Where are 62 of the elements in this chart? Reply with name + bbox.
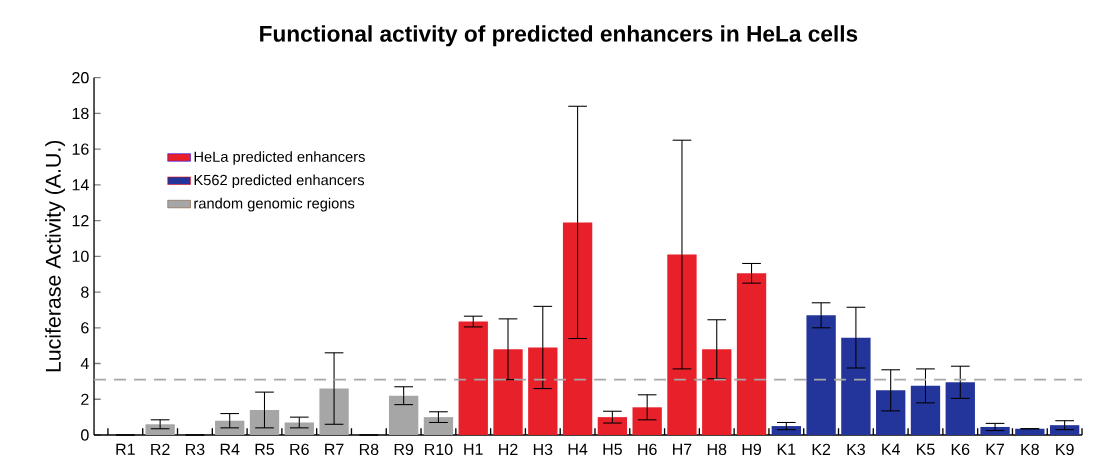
- bar: [493, 349, 523, 435]
- bar: [528, 347, 558, 435]
- x-tick-label: R9: [394, 443, 414, 456]
- bar: [1049, 425, 1080, 435]
- x-tick-label: K2: [812, 443, 831, 455]
- x-tick-label: K3: [847, 443, 865, 456]
- y-tick-label: 8: [81, 286, 89, 298]
- x-tick-label: H4: [568, 443, 588, 455]
- x-tick-label: R4: [220, 443, 240, 455]
- x-tick-label: K4: [882, 443, 901, 455]
- bar: [771, 426, 801, 435]
- x-tick-label: R10: [425, 443, 453, 456]
- x-tick-label: K9: [1056, 443, 1074, 456]
- x-tick-label: K8: [1021, 443, 1039, 456]
- x-tick-label: R7: [325, 443, 344, 455]
- y-tick-label: 20: [72, 72, 89, 84]
- legend-label: K562 predicted enhancers: [194, 174, 365, 189]
- bar: [145, 424, 175, 435]
- y-tick-label: 6: [81, 322, 89, 334]
- bar: [876, 390, 906, 435]
- y-tick-label: 12: [72, 215, 89, 227]
- x-tick-label: R2: [151, 443, 170, 455]
- y-tick-label: 0: [81, 429, 89, 441]
- y-tick-label: 10: [72, 250, 89, 262]
- bar: [910, 385, 941, 435]
- y-axis-title: Luciferase Activity (A.U.): [45, 140, 66, 372]
- y-tick-label: 18: [72, 107, 89, 120]
- bar: [632, 407, 662, 435]
- bar: [841, 337, 871, 435]
- bar: [388, 395, 419, 435]
- legend-label: random genomic regions: [194, 197, 355, 212]
- y-tick-label: 2: [81, 393, 89, 405]
- legend-label: HeLa predicted enhancers: [194, 151, 365, 165]
- bar: [1015, 428, 1045, 435]
- bar: [806, 315, 836, 435]
- bar: [945, 382, 975, 435]
- bar: [423, 417, 454, 435]
- bar: [458, 321, 488, 435]
- x-tick-label: R5: [255, 443, 275, 455]
- x-tick-label: K7: [986, 443, 1005, 455]
- x-tick-label: H8: [707, 443, 727, 456]
- y-tick-label: 16: [72, 143, 89, 155]
- x-tick-label: K6: [951, 443, 970, 456]
- x-tick-label: H1: [464, 443, 483, 455]
- x-tick-label: R6: [290, 443, 309, 456]
- x-tick-label: H6: [638, 443, 657, 456]
- chart-title: Functional activity of predicted enhancers in HeLa cells: [260, 25, 858, 47]
- x-tick-label: H9: [742, 443, 761, 456]
- y-tick-label: 4: [80, 358, 89, 370]
- x-tick-label: H7: [673, 443, 692, 455]
- x-tick-label: H2: [499, 443, 518, 455]
- x-tick-label: H3: [533, 443, 553, 456]
- x-tick-label: R1: [116, 443, 135, 455]
- x-tick-label: R3: [186, 443, 205, 456]
- x-tick-label: K1: [777, 443, 796, 455]
- y-tick-label: 14: [72, 179, 89, 191]
- bar: [597, 417, 628, 435]
- bar: [702, 349, 732, 435]
- x-tick-label: K5: [917, 443, 935, 455]
- x-tick-label: H5: [603, 443, 622, 455]
- bar: [736, 273, 767, 435]
- x-tick-label: R8: [359, 443, 379, 456]
